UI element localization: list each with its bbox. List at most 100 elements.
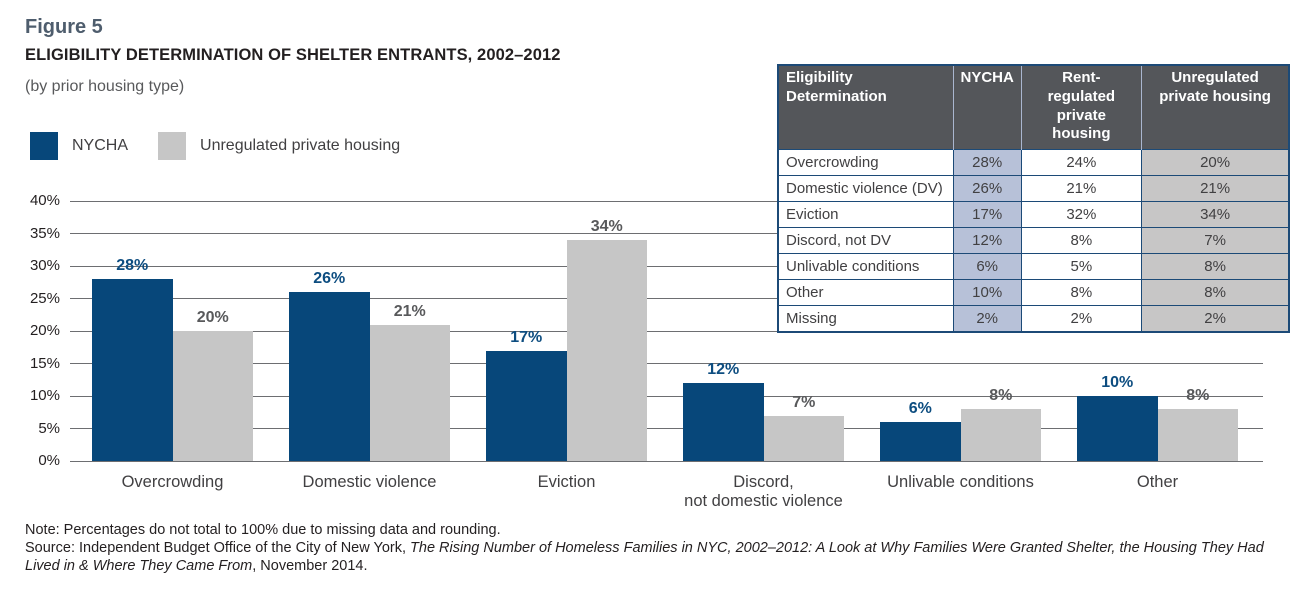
bar-value-label: 21%	[393, 302, 426, 320]
table-cell: Eviction	[777, 201, 954, 228]
chart-legend: NYCHA Unregulated private housing	[30, 132, 430, 160]
bar-nycha	[92, 279, 173, 461]
table-header-cell: Unregulated private housing	[1140, 65, 1290, 150]
bar-nycha	[486, 350, 567, 461]
bar-unregulated	[172, 331, 253, 461]
bar-nycha	[683, 383, 764, 461]
source-line: Source: Independent Budget Office of the…	[25, 539, 1264, 574]
bar-group: 12% 7%	[683, 201, 844, 461]
bar-value-label: 17%	[510, 328, 543, 346]
bar-value-label: 6%	[908, 400, 932, 417]
table-cell: Overcrowding	[777, 149, 954, 176]
y-axis-tick-label: 25%	[29, 289, 60, 307]
table-cell: 17%	[952, 201, 1022, 228]
gridline	[70, 298, 1263, 299]
y-axis-tick-label: 10%	[29, 387, 60, 404]
table-row: Missing 2% 2% 2%	[777, 305, 1290, 332]
table-cell: Missing	[777, 305, 954, 332]
bar-value-label: 28%	[116, 257, 149, 274]
table-header-row: Eligibility Determination NYCHA Rent-regul…	[778, 65, 1290, 150]
bar-value-label: 20%	[196, 309, 229, 326]
table-cell: 8%	[1020, 227, 1142, 254]
table-cell: 20%	[1140, 149, 1290, 176]
bar-unregulated	[763, 415, 844, 461]
y-axis-tick-label: 30%	[29, 257, 60, 274]
legend-item-nycha: NYCHA	[30, 132, 128, 160]
table-cell: 21%	[1020, 175, 1142, 202]
category-label: Overcrowding	[121, 473, 224, 491]
table-row: Domestic violence (DV) 26% 21% 21%	[777, 175, 1290, 202]
bar-nycha	[1077, 396, 1158, 461]
gridline	[70, 428, 1263, 429]
category-label: Discord, not domestic violence	[684, 473, 843, 510]
table-cell: 34%	[1140, 201, 1290, 228]
figure-subtitle: (by prior housing type)	[25, 78, 185, 95]
bar-unregulated	[960, 409, 1041, 461]
bar-slot: 8%	[1157, 201, 1238, 461]
table-cell: Domestic violence (DV)	[777, 175, 954, 202]
figure-notes: Note: Percentages do not total to 100% d…	[25, 522, 1283, 576]
bar-value-label: 8%	[1186, 387, 1210, 404]
bar-slot: 34%	[566, 201, 647, 461]
bar-group: 28% 20%	[92, 201, 253, 461]
bar-unregulated	[369, 324, 450, 461]
bar-unregulated	[1157, 409, 1238, 461]
table-row: Other 10% 8% 8%	[777, 279, 1290, 306]
bar-group: 10% 8%	[1077, 201, 1238, 461]
table-cell: 5%	[1020, 253, 1142, 280]
table-row: Overcrowding 28% 24% 20%	[777, 149, 1290, 176]
table-cell: 26%	[952, 175, 1022, 202]
bar-value-label: 8%	[989, 387, 1013, 404]
table-header-cell: Eligibility Determination	[778, 65, 953, 150]
gridline	[70, 265, 1263, 267]
eligibility-table: Eligibility Determination NYCHA Rent-regul…	[777, 64, 1291, 333]
table-cell: 2%	[1140, 305, 1290, 332]
table-body: Overcrowding 28% 24% 20% Domestic violence (…	[777, 149, 1290, 332]
category-label: Domestic violence	[302, 473, 437, 491]
note-line: Note: Percentages do not total to 100% d…	[25, 522, 501, 538]
y-axis-tick-label: 35%	[29, 224, 60, 242]
bar-group: 17% 34%	[486, 201, 647, 461]
plot-area: 0% 5% 10% 15% 20% 25% 30% 35% 40% 28% 20% Overcrowd…	[30, 192, 1263, 510]
y-axis-tick-label: 40%	[29, 192, 60, 209]
table-row: Discord, not DV 12% 8% 7%	[777, 227, 1290, 254]
bar-slot: 10%	[1077, 201, 1158, 461]
table-cell: 24%	[1020, 149, 1142, 176]
bar-value-label: 26%	[313, 270, 346, 287]
table-row: Unlivable conditions 6% 5% 8%	[777, 253, 1290, 280]
bar-slot: 26%	[289, 201, 370, 461]
category-label: Unlivable conditions	[887, 473, 1034, 491]
bar-group: 26% 21%	[289, 201, 450, 461]
table-cell: 12%	[952, 227, 1022, 254]
bar-unregulated	[566, 240, 647, 461]
gridline	[70, 460, 1263, 462]
gridline	[70, 330, 1263, 332]
gridline	[70, 233, 1263, 234]
bar-value-label: 34%	[590, 218, 623, 235]
gridline	[70, 395, 1263, 397]
table-cell: 6%	[952, 253, 1022, 280]
y-axis-tick-label: 20%	[29, 322, 60, 339]
table-cell: 8%	[1140, 253, 1290, 280]
category-label: Other	[1136, 473, 1179, 491]
bar-slot: 8%	[960, 201, 1041, 461]
bar-slot: 20%	[172, 201, 253, 461]
y-axis-tick-label: 0%	[38, 452, 60, 469]
bar-slot: 12%	[683, 201, 764, 461]
table-cell: 28%	[952, 149, 1022, 176]
bar-slot: 28%	[92, 201, 173, 461]
bar-slot: 7%	[763, 201, 844, 461]
table-header-cell: Rent-regulated private housing	[1020, 65, 1142, 150]
table-cell: 32%	[1020, 201, 1142, 228]
bar-value-label: 10%	[1101, 374, 1134, 391]
table-row: Eviction 17% 32% 34%	[777, 201, 1290, 228]
bar-slot: 17%	[486, 201, 567, 461]
figure-number: Figure 5	[25, 16, 103, 38]
table-cell: 21%	[1140, 175, 1290, 202]
table-cell: 10%	[952, 279, 1022, 306]
bar-slot: 6%	[880, 201, 961, 461]
table-cell: 2%	[952, 305, 1022, 332]
bar-value-label: 7%	[792, 393, 816, 411]
y-axis-tick-label: 5%	[38, 419, 60, 437]
